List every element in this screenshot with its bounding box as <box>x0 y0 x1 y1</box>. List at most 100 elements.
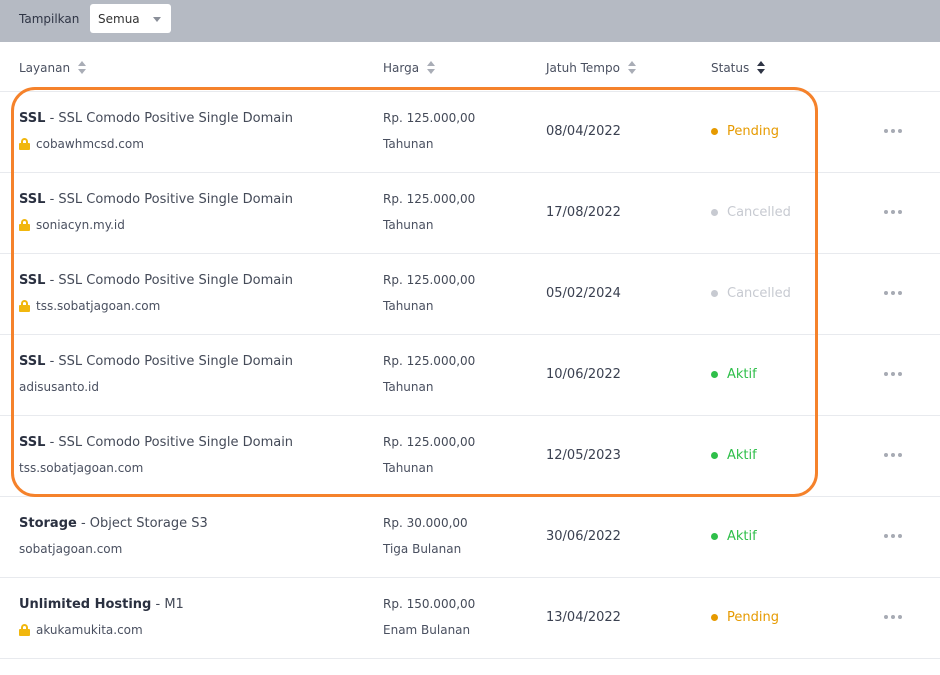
service-domain: soniacyn.my.id <box>19 218 125 232</box>
lock-icon <box>19 300 30 312</box>
table-row[interactable]: SSL - SSL Comodo Positive Single Domain t… <box>0 416 940 497</box>
billing-cycle: Tahunan <box>383 218 434 232</box>
service-name[interactable]: SSL - SSL Comodo Positive Single Domain <box>19 354 293 369</box>
column-header-status-label: Status <box>711 61 750 75</box>
column-header-due-label: Jatuh Tempo <box>546 61 620 75</box>
status-dot-icon <box>711 290 718 297</box>
status-badge: Cancelled <box>711 205 791 220</box>
status-text: Pending <box>727 124 779 139</box>
sort-icon <box>427 61 436 75</box>
status-badge: Aktif <box>711 529 757 544</box>
status-text: Pending <box>727 610 779 625</box>
more-options-icon[interactable] <box>884 210 902 214</box>
billing-cycle: Enam Bulanan <box>383 623 471 637</box>
due-date: 17/08/2022 <box>546 205 621 220</box>
lock-icon <box>19 138 30 150</box>
column-header-price-label: Harga <box>383 61 420 75</box>
plan-name: - SSL Comodo Positive Single Domain <box>45 435 294 450</box>
product-name: SSL <box>19 354 46 369</box>
more-options-icon[interactable] <box>884 129 902 133</box>
due-date: 12/05/2023 <box>546 448 621 463</box>
column-header-status[interactable]: Status <box>711 61 766 75</box>
price: Rp. 125.000,00 <box>383 111 476 125</box>
status-dot-icon <box>711 209 718 216</box>
plan-name: - SSL Comodo Positive Single Domain <box>45 111 294 126</box>
product-name: SSL <box>19 273 46 288</box>
table-row[interactable]: SSL - SSL Comodo Positive Single Domain t… <box>0 254 940 335</box>
service-domain: adisusanto.id <box>19 380 99 394</box>
status-badge: Aktif <box>711 367 757 382</box>
more-options-icon[interactable] <box>884 453 902 457</box>
table-row[interactable]: Storage - Object Storage S3 sobatjagoan.c… <box>0 497 940 578</box>
service-name[interactable]: Storage - Object Storage S3 <box>19 516 208 531</box>
more-options-icon[interactable] <box>884 291 902 295</box>
more-options-icon[interactable] <box>884 372 902 376</box>
billing-cycle: Tahunan <box>383 380 434 394</box>
plan-name: - SSL Comodo Positive Single Domain <box>45 354 294 369</box>
column-header-due[interactable]: Jatuh Tempo <box>546 61 636 75</box>
due-date: 08/04/2022 <box>546 124 621 139</box>
column-header-service[interactable]: Layanan <box>19 61 87 75</box>
service-domain: tss.sobatjagoan.com <box>19 299 160 313</box>
service-name[interactable]: SSL - SSL Comodo Positive Single Domain <box>19 192 293 207</box>
billing-cycle: Tahunan <box>383 137 434 151</box>
service-name[interactable]: Unlimited Hosting - M1 <box>19 597 184 612</box>
price: Rp. 125.000,00 <box>383 354 476 368</box>
price: Rp. 125.000,00 <box>383 435 476 449</box>
plan-name: - SSL Comodo Positive Single Domain <box>45 192 294 207</box>
table-header: Layanan Harga Jatuh Tempo Status <box>0 42 940 92</box>
status-dot-icon <box>711 371 718 378</box>
domain-text: soniacyn.my.id <box>36 218 125 232</box>
product-name: SSL <box>19 435 46 450</box>
due-date: 13/04/2022 <box>546 610 621 625</box>
product-name: SSL <box>19 111 46 126</box>
domain-text: sobatjagoan.com <box>19 542 123 556</box>
domain-text: adisusanto.id <box>19 380 99 394</box>
status-dot-icon <box>711 452 718 459</box>
table-row[interactable]: SSL - SSL Comodo Positive Single Domain a… <box>0 335 940 416</box>
filter-select-value: Semua <box>98 12 140 26</box>
plan-name: - SSL Comodo Positive Single Domain <box>45 273 294 288</box>
service-name[interactable]: SSL - SSL Comodo Positive Single Domain <box>19 435 293 450</box>
table-row[interactable]: SSL - SSL Comodo Positive Single Domain s… <box>0 173 940 254</box>
filter-label: Tampilkan <box>19 12 80 26</box>
status-text: Cancelled <box>727 205 791 220</box>
status-text: Aktif <box>727 367 757 382</box>
service-name[interactable]: SSL - SSL Comodo Positive Single Domain <box>19 111 293 126</box>
lock-icon <box>19 219 30 231</box>
table-row[interactable]: SSL - SSL Comodo Positive Single Domain c… <box>0 92 940 173</box>
more-options-icon[interactable] <box>884 534 902 538</box>
status-dot-icon <box>711 533 718 540</box>
service-domain: sobatjagoan.com <box>19 542 122 556</box>
billing-cycle: Tahunan <box>383 299 434 313</box>
service-domain: cobawhmcsd.com <box>19 137 144 151</box>
plan-name: - M1 <box>151 597 184 612</box>
column-header-price[interactable]: Harga <box>383 61 436 75</box>
due-date: 10/06/2022 <box>546 367 621 382</box>
domain-text: tss.sobatjagoan.com <box>19 461 144 475</box>
status-text: Aktif <box>727 448 757 463</box>
sort-icon <box>757 61 766 75</box>
more-options-icon[interactable] <box>884 615 902 619</box>
status-dot-icon <box>711 614 718 621</box>
status-badge: Pending <box>711 124 779 139</box>
due-date: 30/06/2022 <box>546 529 621 544</box>
due-date: 05/02/2024 <box>546 286 621 301</box>
price: Rp. 125.000,00 <box>383 192 476 206</box>
billing-cycle: Tahunan <box>383 461 434 475</box>
lock-icon <box>19 624 30 636</box>
sort-icon <box>78 61 87 75</box>
price: Rp. 125.000,00 <box>383 273 476 287</box>
domain-text: cobawhmcsd.com <box>36 137 144 151</box>
status-text: Cancelled <box>727 286 791 301</box>
status-text: Aktif <box>727 529 757 544</box>
billing-cycle: Tiga Bulanan <box>383 542 462 556</box>
status-badge: Aktif <box>711 448 757 463</box>
filter-select[interactable]: Semua <box>90 4 171 33</box>
column-header-service-label: Layanan <box>19 61 71 75</box>
table-row[interactable]: Unlimited Hosting - M1 akukamukita.com Rp.… <box>0 578 940 659</box>
service-name[interactable]: SSL - SSL Comodo Positive Single Domain <box>19 273 293 288</box>
status-dot-icon <box>711 128 718 135</box>
price: Rp. 30.000,00 <box>383 516 468 530</box>
status-badge: Cancelled <box>711 286 791 301</box>
